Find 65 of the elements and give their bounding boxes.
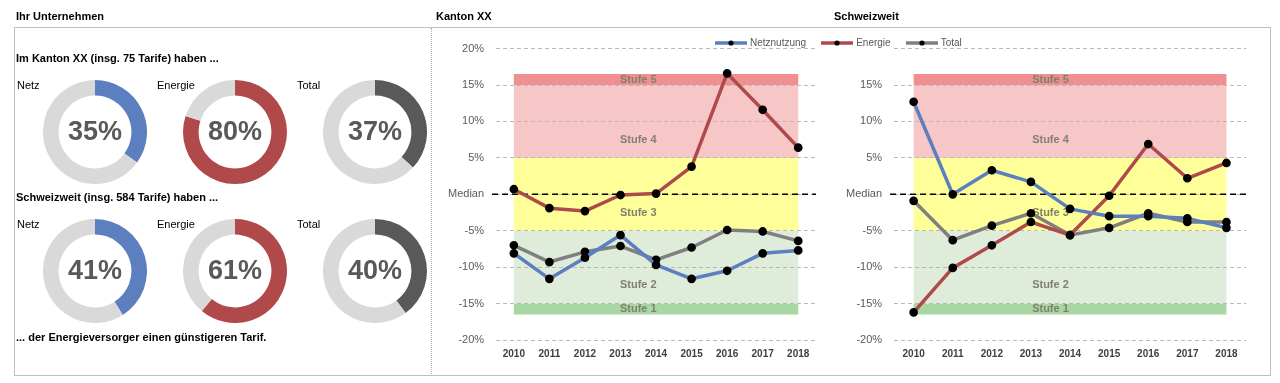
chart-title: Energie	[157, 79, 195, 91]
x-tick-label: 2010	[502, 347, 526, 359]
x-tick-label: 2015	[1098, 347, 1121, 359]
x-tick-label: 2015	[680, 347, 704, 359]
data-label: 37%	[347, 116, 403, 147]
x-tick-label: 2016	[1137, 347, 1160, 359]
band-label: Stufe 5	[1032, 72, 1069, 85]
text: Im Kanton XX (insg. 75 Tarife) haben ...	[16, 52, 219, 64]
data-label: 61%	[207, 255, 263, 286]
text: ... der Energieversorger einen günstigeren Tarif.	[16, 331, 267, 343]
chart-title: Schweizweit	[834, 10, 899, 22]
y-tick-label: 5%	[866, 150, 883, 163]
text: Ihr Unternehmen	[16, 10, 105, 22]
y-tick-label: 15%	[860, 78, 883, 91]
x-tick-label: 2018	[1215, 347, 1239, 359]
band-label: Stufe 2	[619, 278, 657, 291]
y-tick-label: 5%	[468, 150, 485, 163]
x-tick-label: 2011	[941, 347, 965, 359]
x-tick-label: 2010	[902, 347, 926, 359]
band-label: Stufe 5	[619, 72, 657, 85]
data-label: 41%	[67, 255, 123, 286]
band-label: Stufe 4	[1032, 132, 1070, 145]
y-tick-label: -5%	[464, 223, 485, 236]
chart-title: Energie	[157, 218, 195, 230]
x-tick-label: 2013	[609, 347, 633, 359]
y-tick-label: -10%	[458, 260, 485, 273]
data-label: 35%	[67, 116, 123, 147]
y-tick-label: 15%	[462, 78, 485, 91]
data-label: 80%	[207, 116, 263, 147]
x-tick-label: 2017	[1176, 347, 1199, 359]
legend-label: Netznutzung	[750, 37, 807, 48]
y-tick-label: 20%	[462, 41, 485, 54]
legend-label: Total	[940, 37, 962, 48]
x-tick-label: 2012	[980, 347, 1004, 359]
y-tick-label: 10%	[860, 114, 883, 127]
y-tick-label: -10%	[856, 260, 883, 273]
y-tick-label: -15%	[458, 296, 485, 309]
chart-title: Total	[297, 79, 321, 91]
y-tick-label: 10%	[462, 114, 485, 127]
y-tick-label: -5%	[862, 223, 883, 236]
band-label: Stufe 3	[619, 205, 657, 218]
x-tick-label: 2011	[538, 347, 561, 359]
x-tick-label: 2018	[787, 347, 810, 359]
y-tick-label: -20%	[458, 333, 485, 346]
x-tick-label: 2014	[644, 347, 668, 359]
legend-label: Energie	[856, 37, 891, 48]
y-tick-label: -15%	[856, 296, 883, 309]
x-tick-label: 2016	[716, 347, 739, 359]
band-label: Stufe 1	[1032, 302, 1069, 315]
y-tick-label: Median	[448, 187, 485, 200]
chart-title: Netz	[17, 79, 40, 91]
x-tick-label: 2017	[751, 347, 775, 359]
x-tick-label: 2014	[1058, 347, 1082, 359]
band-label: Stufe 2	[1032, 278, 1069, 291]
x-tick-label: 2013	[1019, 347, 1043, 359]
data-label: 40%	[347, 255, 403, 286]
x-tick-label: 2012	[573, 347, 597, 359]
y-tick-label: -20%	[856, 333, 883, 346]
chart-title: Total	[297, 218, 321, 230]
chart-title: Netz	[17, 218, 40, 230]
band-label: Stufe 4	[619, 132, 658, 145]
band-label: Stufe 1	[619, 302, 657, 315]
y-tick-label: Median	[846, 187, 883, 200]
text: Schweizweit (insg. 584 Tarife) haben ...	[16, 191, 219, 203]
chart-title: Kanton XX	[436, 10, 492, 22]
